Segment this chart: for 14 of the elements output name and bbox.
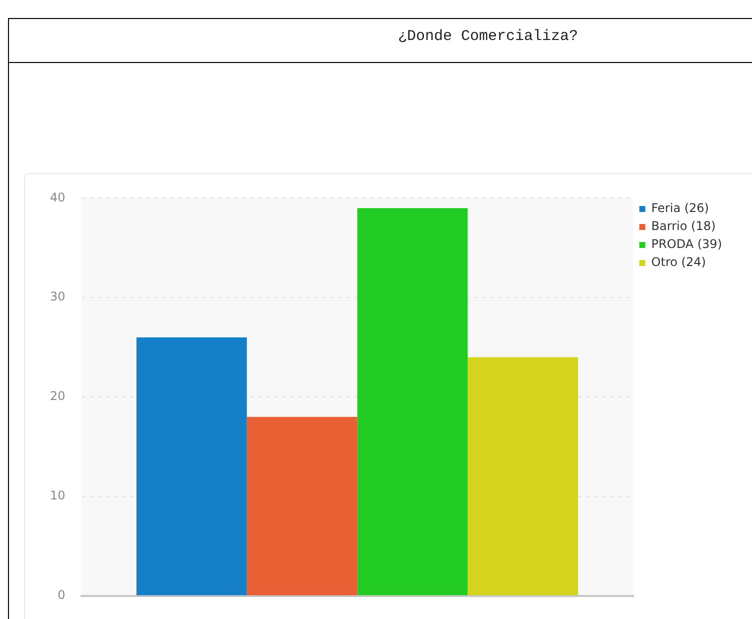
bar [136, 337, 247, 596]
bar [357, 208, 468, 596]
y-tick-label: 40 [50, 190, 66, 204]
chart-title: ¿Donde Comercializa? [396, 28, 580, 45]
legend-label: Barrio (18) [651, 219, 716, 234]
legend-label: Otro (24) [651, 255, 706, 270]
legend-label: PRODA (39) [651, 237, 722, 252]
bar [468, 357, 578, 596]
y-tick-label: 20 [50, 389, 66, 404]
bar [246, 416, 358, 596]
y-tick-label: 0 [58, 588, 66, 602]
y-tick-label: 10 [50, 488, 66, 503]
y-tick-label: 30 [50, 290, 66, 304]
legend-label: Feria (26) [651, 201, 709, 216]
